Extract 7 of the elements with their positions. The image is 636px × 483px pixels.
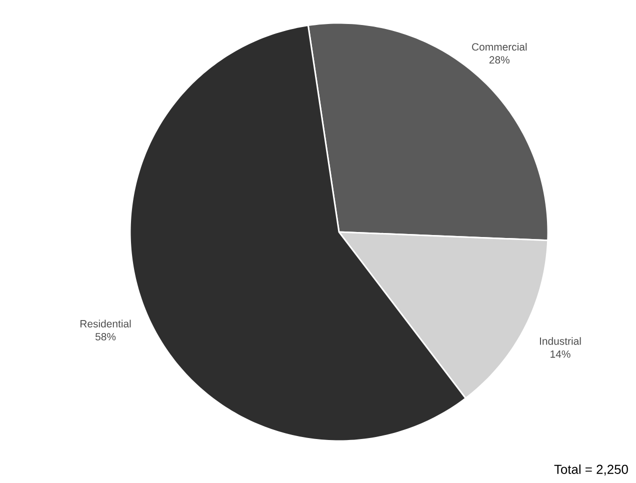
data-label: 28%	[489, 56, 510, 64]
slice-label: Commercial	[472, 42, 527, 51]
slice-label: Industrial	[540, 337, 581, 345]
text: Total = 2,250	[554, 464, 628, 476]
data-label: 58%	[95, 333, 116, 340]
slice-label: Residential	[80, 320, 131, 328]
data-label: 14%	[550, 350, 570, 358]
